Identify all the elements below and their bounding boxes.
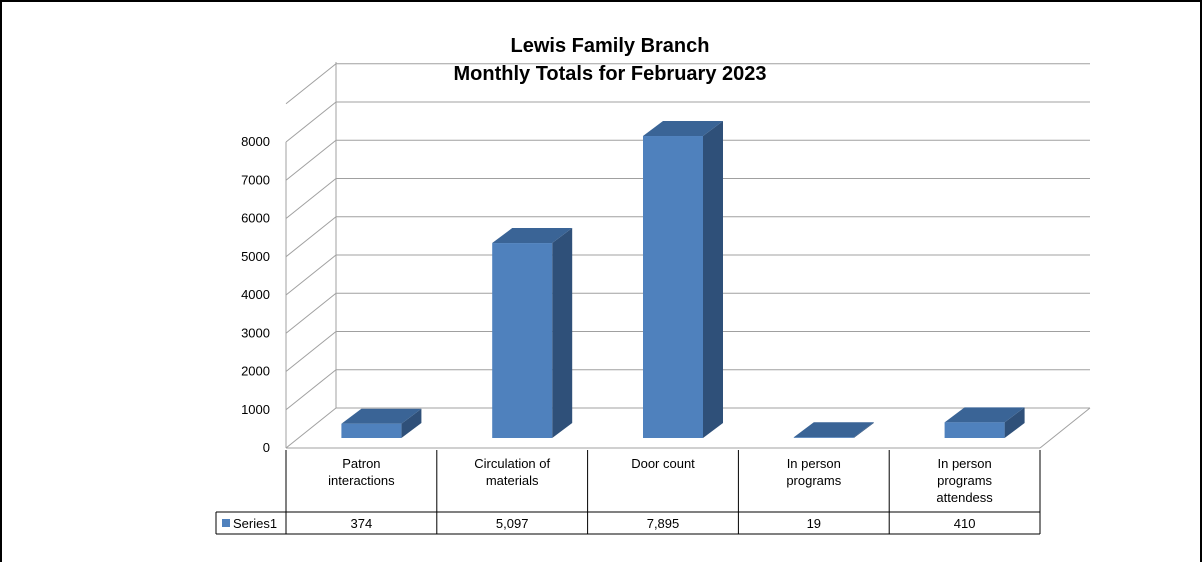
bar-side: [401, 408, 422, 438]
category-label: Door count: [631, 456, 695, 471]
bar-top: [341, 408, 422, 424]
y-tick-label: 3000: [241, 325, 270, 340]
bar-side: [1004, 407, 1025, 438]
y-tick-label: 2000: [241, 364, 270, 379]
category-label: interactions: [328, 473, 395, 488]
bar-top: [793, 422, 874, 438]
category-label: programs: [937, 473, 992, 488]
data-table-value: 410: [954, 516, 976, 531]
category-label: Circulation of: [474, 456, 550, 471]
gridline-side-8: [285, 101, 337, 143]
bar-1: [492, 228, 573, 438]
gridline-side-7: [285, 139, 337, 181]
chart-walls: [286, 62, 1091, 449]
y-axis-ticks: 0 1000 2000 3000 4000 5000 6000 7000 8000: [241, 134, 270, 455]
gridline-side-9: [285, 63, 337, 105]
bar-2: [643, 121, 723, 439]
gridline-side-0: [285, 407, 337, 449]
bar-top: [492, 228, 573, 244]
y-tick-label: 4000: [241, 287, 270, 302]
bar-front: [341, 423, 402, 438]
legend-swatch: [222, 519, 230, 527]
data-table-value: 7,895: [647, 516, 680, 531]
bar-top: [944, 407, 1025, 423]
bar-side: [552, 228, 573, 438]
data-table-value: 374: [351, 516, 373, 531]
bar-front: [643, 136, 703, 439]
bar-side: [853, 422, 874, 438]
data-table-value: 5,097: [496, 516, 529, 531]
bar-front: [944, 422, 1005, 438]
category-label: Patron: [342, 456, 380, 471]
gridline-side-3: [285, 292, 337, 334]
y-tick-label: 1000: [241, 402, 270, 417]
category-label: In person: [787, 456, 841, 471]
y-tick-label: 7000: [241, 172, 270, 187]
bar-top: [643, 121, 723, 137]
data-table: Patron interactions Circulation of material…: [215, 450, 1041, 535]
bar-3: [793, 422, 874, 438]
bar-side: [703, 121, 723, 439]
gridline-side-2: [285, 331, 337, 372]
gridline-side-1: [285, 369, 337, 411]
y-tick-label: 5000: [241, 249, 270, 264]
legend-series-name: Series1: [233, 516, 277, 531]
gridline-side-4: [285, 254, 337, 296]
gridline-side-6: [285, 178, 337, 219]
bar-4: [944, 407, 1025, 438]
category-label: materials: [486, 473, 539, 488]
data-table-value: 19: [807, 516, 821, 531]
y-tick-label: 6000: [241, 211, 270, 226]
bar-0: [341, 408, 422, 438]
chart-title-line-1: Lewis Family Branch: [511, 35, 710, 57]
bar-front: [793, 437, 854, 438]
chart-title-line-2: Monthly Totals for February 2023: [453, 63, 766, 85]
category-label: attendess: [936, 490, 993, 505]
gridline-side-5: [285, 216, 337, 258]
y-tick-label: 0: [263, 440, 270, 455]
bar-front: [492, 243, 553, 438]
category-label: programs: [786, 473, 841, 488]
floor-right-edge: [1039, 407, 1091, 449]
category-label: In person: [937, 456, 991, 471]
bars: [341, 121, 1025, 439]
y-tick-label: 8000: [241, 134, 270, 149]
